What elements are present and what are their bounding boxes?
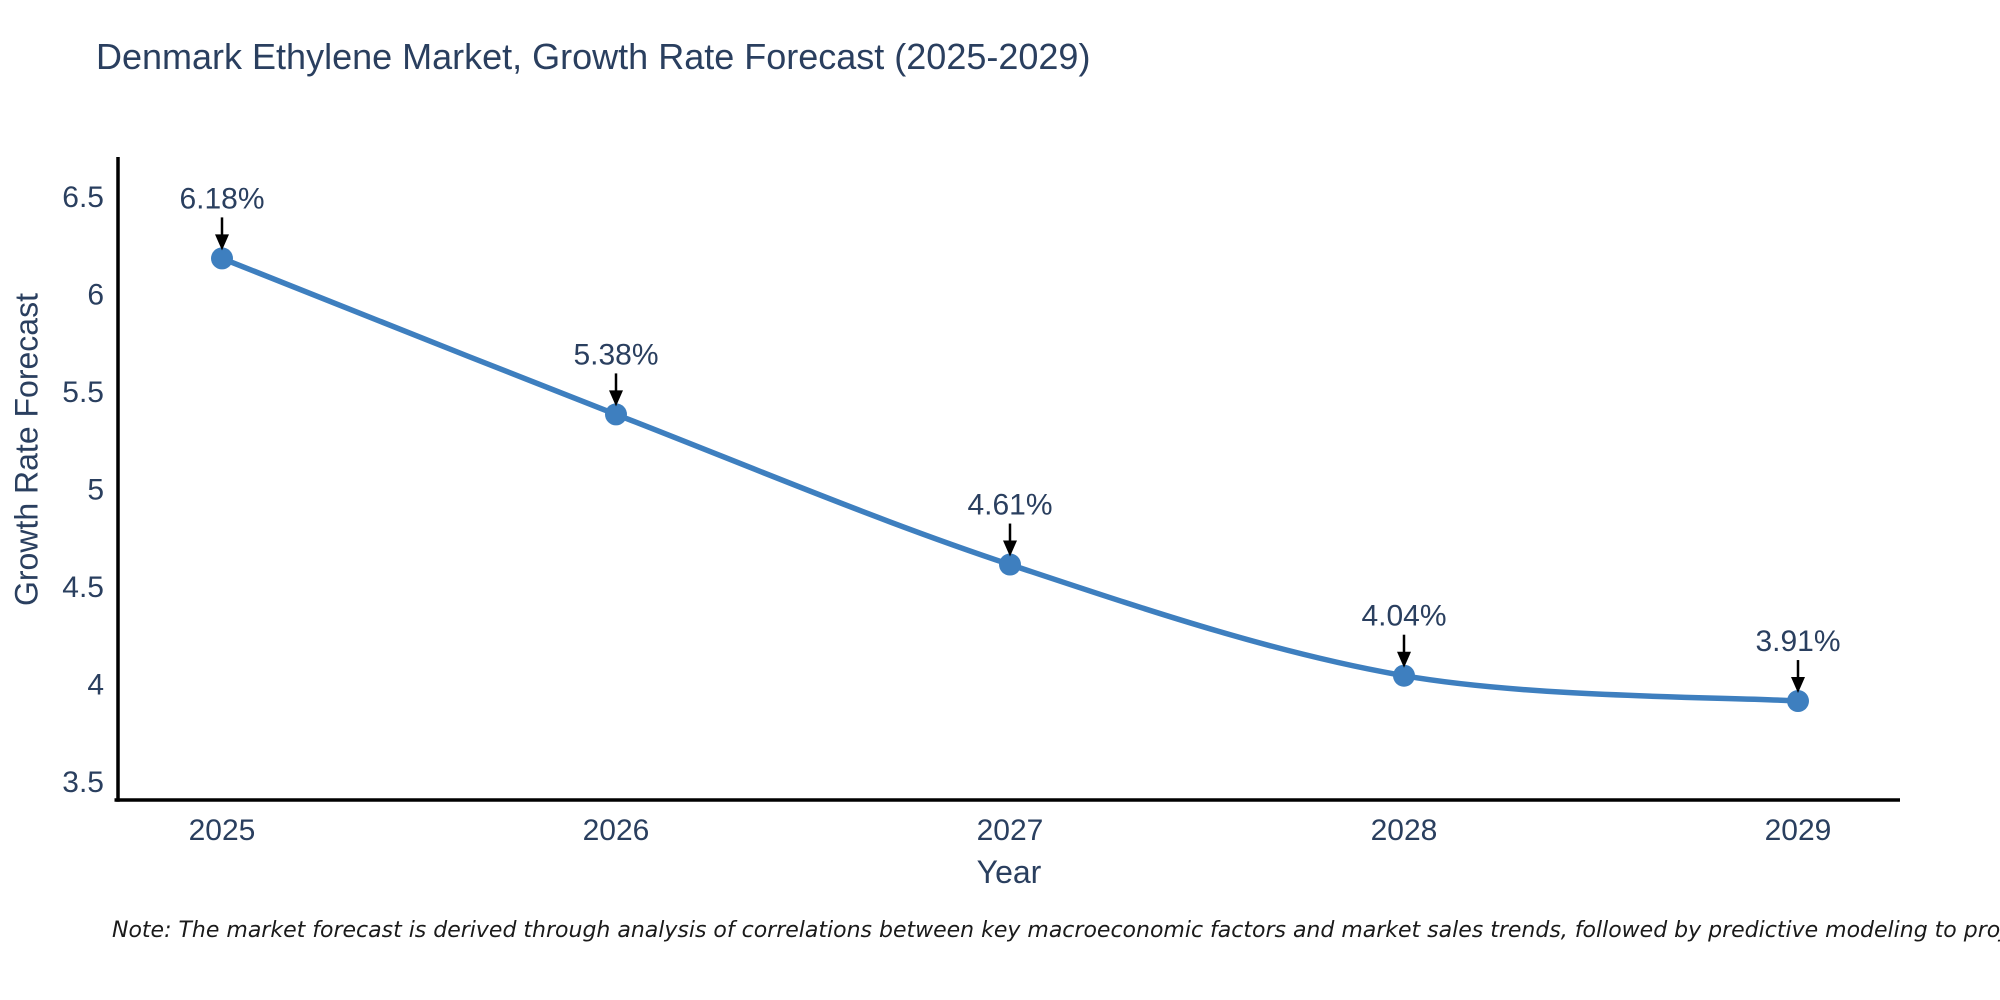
chart-title: Denmark Ethylene Market, Growth Rate For…	[96, 36, 1091, 77]
y-tick-label: 4.5	[62, 571, 104, 604]
annotation-arrowhead-icon	[1003, 540, 1017, 557]
x-tick-label: 2029	[1765, 814, 1832, 847]
annotation-arrowhead-icon	[1397, 651, 1411, 668]
y-tick-label: 5.5	[62, 376, 104, 409]
annotation-arrowhead-icon	[215, 234, 229, 251]
data-point[interactable]	[1787, 690, 1809, 713]
data-point[interactable]	[211, 247, 233, 270]
y-axis-title: Growth Rate Forecast	[8, 293, 45, 606]
annotation-arrowhead-icon	[609, 390, 623, 407]
data-point[interactable]	[605, 403, 627, 426]
x-axis-title: Year	[976, 854, 1042, 890]
y-tick-label: 4	[87, 669, 104, 702]
annotation-arrowhead-icon	[1791, 677, 1805, 694]
data-point-label: 5.38%	[573, 338, 658, 371]
data-point-label: 6.18%	[179, 182, 264, 215]
x-tick-label: 2025	[189, 814, 256, 847]
y-tick-label: 6	[87, 279, 104, 312]
y-tick-label: 5	[87, 474, 104, 507]
trend-line	[219, 255, 1801, 704]
footnote: Note: The market forecast is derived thr…	[112, 918, 2000, 943]
data-point[interactable]	[999, 553, 1021, 576]
x-tick-label: 2026	[583, 814, 650, 847]
x-tick-label: 2027	[977, 814, 1044, 847]
data-point-label: 4.61%	[967, 489, 1052, 522]
data-point-label: 4.04%	[1361, 600, 1446, 633]
x-tick-label: 2028	[1371, 814, 1438, 847]
data-point-label: 3.91%	[1755, 625, 1840, 658]
y-tick-label: 6.5	[62, 181, 104, 214]
y-tick-label: 3.5	[62, 766, 104, 799]
data-point[interactable]	[1393, 664, 1415, 687]
